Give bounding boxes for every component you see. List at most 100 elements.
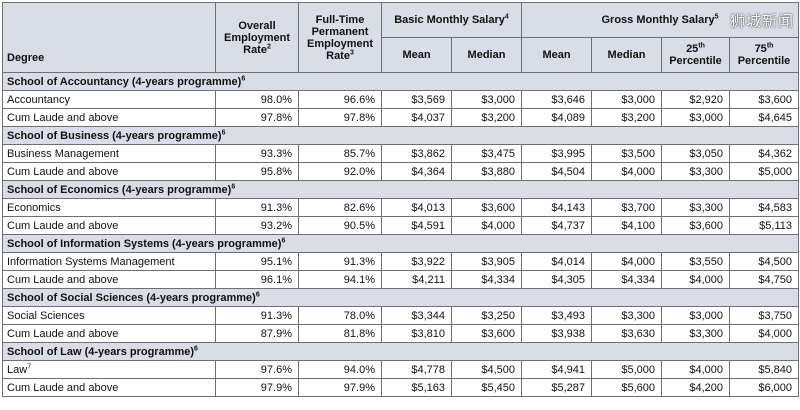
header-75th-percentile: 75th Percentile [729, 37, 799, 73]
degree-cell: Law7 [2, 360, 216, 379]
basic-median-cell: $4,500 [451, 360, 522, 379]
gross-median-cell: $3,200 [591, 108, 662, 127]
gross-75th-percentile-cell: $3,600 [729, 90, 799, 109]
overall-employment-rate-cell: 97.6% [215, 360, 299, 379]
basic-median-cell: $3,250 [451, 306, 522, 325]
table-row: Economics 91.3% 82.6% $4,013 $3,600 $4,143 $3,… [2, 198, 799, 217]
fulltime-employment-rate-cell: 92.0% [298, 162, 382, 181]
overall-employment-rate-cell: 97.9% [215, 378, 299, 397]
basic-median-cell: $3,880 [451, 162, 522, 181]
gross-75th-percentile-cell: $4,500 [729, 252, 799, 271]
overall-employment-rate-cell: 93.3% [215, 144, 299, 163]
degree-cell: Cum Laude and above [2, 378, 216, 397]
section-title: School of Economics (4-years programme)6 [2, 180, 799, 199]
fulltime-employment-rate-cell: 90.5% [298, 216, 382, 235]
table-row: Social Sciences 91.3% 78.0% $3,344 $3,250 $3,… [2, 306, 799, 325]
overall-employment-rate-cell: 91.3% [215, 198, 299, 217]
section-header-row: School of Social Sciences (4-years progr… [2, 288, 799, 307]
gross-median-cell: $4,100 [591, 216, 662, 235]
gross-25th-percentile-cell: $2,920 [661, 90, 730, 109]
degree-cell: Business Management [2, 144, 216, 163]
gross-25th-percentile-cell: $4,000 [661, 270, 730, 289]
header-row-1: Degree Overall Employment Rate2 Full-Tim… [2, 2, 799, 73]
gross-median-cell: $5,600 [591, 378, 662, 397]
basic-mean-cell: $4,778 [381, 360, 452, 379]
fulltime-employment-rate-cell: 94.1% [298, 270, 382, 289]
gross-75th-percentile-cell: $4,362 [729, 144, 799, 163]
header-fulltime-employment: Full-Time Permanent Employment Rate3 [298, 2, 382, 73]
gross-25th-percentile-cell: $3,300 [661, 162, 730, 181]
gross-25th-percentile-cell: $3,300 [661, 324, 730, 343]
fulltime-employment-rate-cell: 97.8% [298, 108, 382, 127]
header-row-2: Mean Median Mean Median 25th Percentile 7… [3, 37, 799, 73]
degree-cell: Cum Laude and above [2, 216, 216, 235]
gross-median-cell: $3,000 [591, 90, 662, 109]
section-header-row: School of Law (4-years programme)6 [2, 342, 799, 361]
basic-mean-cell: $3,344 [381, 306, 452, 325]
gross-75th-percentile-cell: $5,113 [729, 216, 799, 235]
basic-median-cell: $3,905 [451, 252, 522, 271]
gross-median-cell: $4,000 [591, 252, 662, 271]
fulltime-employment-rate-cell: 81.8% [298, 324, 382, 343]
table-row: Business Management 93.3% 85.7% $3,862 $3,47… [2, 144, 799, 163]
degree-cell: Social Sciences [2, 306, 216, 325]
gross-mean-cell: $3,493 [521, 306, 592, 325]
section-header-row: School of Business (4-years programme)6 [2, 126, 799, 145]
basic-mean-cell: $4,013 [381, 198, 452, 217]
overall-employment-rate-cell: 95.8% [215, 162, 299, 181]
gross-mean-cell: $4,504 [521, 162, 592, 181]
gross-25th-percentile-cell: $3,000 [661, 306, 730, 325]
gross-75th-percentile-cell: $6,000 [729, 378, 799, 397]
gross-median-cell: $5,000 [591, 360, 662, 379]
basic-mean-cell: $3,922 [381, 252, 452, 271]
overall-employment-rate-cell: 87.9% [215, 324, 299, 343]
fulltime-employment-rate-cell: 85.7% [298, 144, 382, 163]
header-degree: Degree [2, 2, 216, 73]
gross-mean-cell: $4,737 [521, 216, 592, 235]
basic-mean-cell: $3,569 [381, 90, 452, 109]
table-row: Cum Laude and above 97.9% 97.9% $5,163 $5,45… [2, 378, 799, 397]
gross-mean-cell: $4,941 [521, 360, 592, 379]
table-row: Cum Laude and above 96.1% 94.1% $4,211 $4,33… [2, 270, 799, 289]
table-row: Cum Laude and above 87.9% 81.8% $3,810 $3,60… [2, 324, 799, 343]
gross-25th-percentile-cell: $4,200 [661, 378, 730, 397]
section-title: School of Accountancy (4-years programme… [2, 72, 799, 91]
basic-mean-cell: $3,810 [381, 324, 452, 343]
gross-median-cell: $3,500 [591, 144, 662, 163]
gross-75th-percentile-cell: $4,583 [729, 198, 799, 217]
fulltime-employment-rate-cell: 91.3% [298, 252, 382, 271]
header-basic-salary: Basic Monthly Salary4 [381, 2, 522, 38]
degree-cell: Economics [2, 198, 216, 217]
table-row: Cum Laude and above 93.2% 90.5% $4,591 $4,00… [2, 216, 799, 235]
overall-employment-rate-cell: 97.8% [215, 108, 299, 127]
section-header-row: School of Accountancy (4-years programme… [2, 72, 799, 91]
basic-mean-cell: $4,037 [381, 108, 452, 127]
section-title: School of Information Systems (4-years p… [2, 234, 799, 253]
fulltime-employment-rate-cell: 94.0% [298, 360, 382, 379]
gross-mean-cell: $5,287 [521, 378, 592, 397]
gross-75th-percentile-cell: $5,000 [729, 162, 799, 181]
gross-median-cell: $3,700 [591, 198, 662, 217]
overall-employment-rate-cell: 93.2% [215, 216, 299, 235]
gross-median-cell: $4,334 [591, 270, 662, 289]
overall-employment-rate-cell: 98.0% [215, 90, 299, 109]
gross-mean-cell: $4,305 [521, 270, 592, 289]
gross-mean-cell: $3,646 [521, 90, 592, 109]
gross-75th-percentile-cell: $4,000 [729, 324, 799, 343]
gross-mean-cell: $4,143 [521, 198, 592, 217]
basic-mean-cell: $5,163 [381, 378, 452, 397]
fulltime-employment-rate-cell: 96.6% [298, 90, 382, 109]
watermark: 狮城新闻 [729, 12, 794, 30]
section-title: School of Law (4-years programme)6 [2, 342, 799, 361]
section-header-row: School of Information Systems (4-years p… [2, 234, 799, 253]
gross-25th-percentile-cell: $3,300 [661, 198, 730, 217]
header-25th-percentile: 25th Percentile [661, 37, 730, 73]
gross-mean-cell: $4,014 [521, 252, 592, 271]
fulltime-employment-rate-cell: 97.9% [298, 378, 382, 397]
overall-employment-rate-cell: 95.1% [215, 252, 299, 271]
fulltime-employment-rate-cell: 78.0% [298, 306, 382, 325]
section-header-row: School of Economics (4-years programme)6 [2, 180, 799, 199]
fulltime-employment-rate-cell: 82.6% [298, 198, 382, 217]
basic-mean-cell: $4,364 [381, 162, 452, 181]
